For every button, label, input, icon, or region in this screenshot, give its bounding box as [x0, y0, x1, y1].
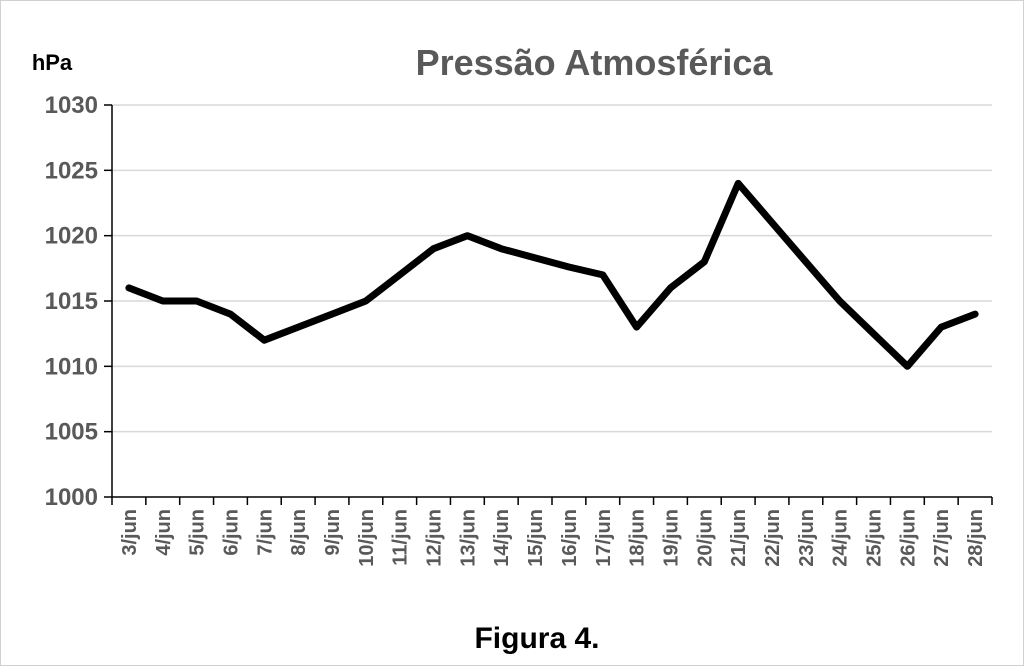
x-tick-label: 4/jun — [153, 509, 175, 556]
x-tick-label: 28/jun — [965, 509, 987, 567]
y-tick-label: 1025 — [45, 157, 98, 184]
y-tick-label: 1030 — [45, 92, 98, 119]
y-axis-ticks: 1000 1005 1010 1015 1020 1025 1030 — [45, 92, 112, 511]
series-line — [125, 179, 979, 370]
x-tick-label: 15/jun — [525, 509, 547, 567]
y-tick-label: 1010 — [45, 353, 98, 380]
y-tick-label: 1005 — [45, 419, 98, 446]
x-tick-label: 20/jun — [694, 509, 716, 567]
x-tick-label: 18/jun — [627, 509, 649, 567]
figure-caption: Figura 4. — [474, 622, 599, 655]
x-tick-label: 10/jun — [356, 509, 378, 567]
x-tick-label: 13/jun — [457, 509, 479, 567]
x-tick-label: 25/jun — [864, 509, 886, 567]
x-tick-label: 23/jun — [796, 509, 818, 567]
x-tick-label: 5/jun — [187, 509, 209, 556]
series-layer — [125, 179, 979, 370]
x-tick-label: 22/jun — [762, 509, 784, 567]
x-tick-label: 24/jun — [830, 509, 852, 567]
x-tick-label: 7/jun — [254, 509, 276, 556]
x-tick-label: 3/jun — [119, 509, 141, 556]
y-axis-unit-label: hPa — [32, 50, 73, 75]
y-tick-label: 1015 — [45, 288, 98, 315]
x-tick-label: 21/jun — [728, 509, 750, 567]
x-tick-label: 19/jun — [660, 509, 682, 567]
x-tick-label: 16/jun — [559, 509, 581, 567]
x-tick-label: 27/jun — [931, 509, 953, 567]
y-tick-label: 1000 — [45, 484, 98, 511]
x-tick-label: 11/jun — [390, 509, 412, 566]
x-tick-label: 26/jun — [897, 509, 919, 567]
x-tick-label: 12/jun — [424, 509, 446, 567]
x-tick-label: 14/jun — [491, 509, 513, 567]
x-tick-label: 8/jun — [288, 509, 310, 556]
x-tick-label: 17/jun — [593, 509, 615, 567]
chart-title: Pressão Atmosférica — [416, 42, 774, 83]
x-axis-ticks: 3/jun 4/jun 5/jun 6/jun 7/jun 8/jun 9/jun 10/ju… — [111, 497, 993, 567]
x-tick-label: 6/jun — [220, 509, 242, 556]
y-tick-label: 1020 — [45, 223, 98, 250]
gridlines — [112, 104, 992, 433]
x-tick-label: 9/jun — [322, 509, 344, 556]
